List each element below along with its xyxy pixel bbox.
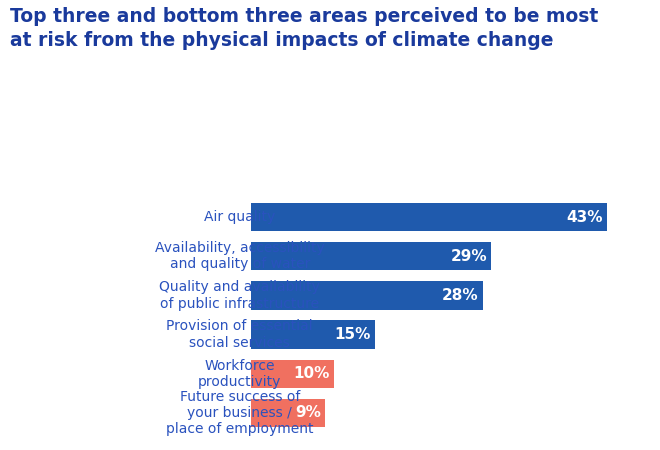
Text: Top three and bottom three areas perceived to be most
at risk from the physical : Top three and bottom three areas perceiv…: [10, 7, 598, 50]
Bar: [251, 281, 482, 310]
Text: 29%: 29%: [450, 249, 487, 264]
Bar: [251, 242, 491, 270]
Text: 43%: 43%: [566, 210, 603, 225]
Bar: [251, 203, 607, 231]
Bar: [251, 320, 375, 349]
Bar: [251, 360, 334, 388]
Text: 28%: 28%: [442, 288, 478, 303]
Bar: [251, 399, 325, 427]
Text: 10%: 10%: [293, 366, 329, 381]
Text: 15%: 15%: [335, 327, 371, 342]
Text: 9%: 9%: [295, 405, 321, 420]
